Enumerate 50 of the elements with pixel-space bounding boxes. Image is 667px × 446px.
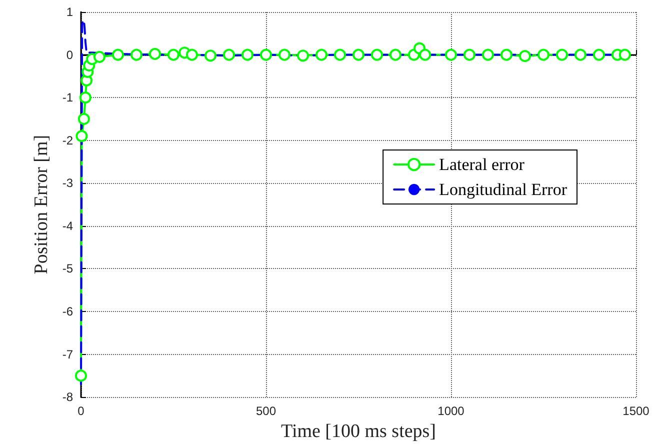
- point: [204, 50, 216, 62]
- y-tick-label: -8: [62, 390, 74, 404]
- x-tick-label: 0: [78, 404, 85, 418]
- point: [334, 48, 346, 61]
- y-tick-label: -7: [62, 347, 74, 362]
- y-axis-title: Position Error [m]: [31, 134, 52, 274]
- y-tick-label: 0: [66, 48, 74, 62]
- point: [297, 50, 309, 62]
- y-tick-label: 1: [66, 5, 74, 19]
- point: [278, 48, 290, 61]
- point: [78, 112, 90, 125]
- point: [556, 48, 568, 61]
- y-tick-label: -5: [62, 262, 74, 276]
- point: [371, 48, 383, 61]
- y-tick-label: -6: [62, 304, 74, 319]
- point: [482, 48, 494, 61]
- point: [574, 48, 586, 61]
- point: [94, 50, 106, 63]
- y-tick-label: -4: [62, 218, 74, 233]
- point: [618, 48, 631, 61]
- point: [419, 48, 432, 61]
- point: [519, 50, 531, 62]
- legend-label: Longitudinal Error: [439, 180, 568, 199]
- point: [593, 48, 605, 61]
- point: [445, 48, 457, 61]
- point: [75, 370, 87, 382]
- point: [223, 48, 235, 61]
- point: [352, 48, 364, 61]
- legend-label: Lateral error: [439, 155, 525, 174]
- y-tick-label: -2: [62, 133, 74, 148]
- point: [168, 48, 180, 61]
- y-tick-label: -1: [62, 90, 74, 105]
- y-tick-label: -3: [62, 176, 74, 190]
- x-tick-label: 1500: [622, 404, 650, 418]
- point: [79, 92, 92, 104]
- point: [112, 48, 124, 61]
- x-tick-label: 1000: [438, 404, 465, 418]
- point: [316, 48, 328, 61]
- point: [464, 48, 476, 61]
- point: [186, 48, 198, 61]
- point: [149, 48, 161, 60]
- point: [390, 48, 402, 61]
- x-axis-title: Time [100 ms steps]: [280, 421, 436, 442]
- point: [130, 48, 142, 61]
- point: [242, 48, 254, 61]
- x-tick-label: 500: [256, 404, 276, 418]
- point: [76, 130, 88, 142]
- point: [500, 48, 512, 61]
- point: [538, 48, 550, 61]
- point: [260, 48, 272, 61]
